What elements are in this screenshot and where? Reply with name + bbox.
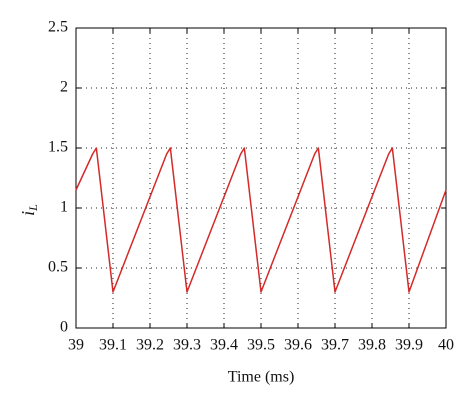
y-tick-label: 0 <box>60 319 68 336</box>
x-tick-label: 39.9 <box>395 337 423 354</box>
y-tick-label: 2 <box>60 79 68 96</box>
y-axis-label: iL <box>18 204 40 216</box>
x-tick-label: 40 <box>438 337 454 354</box>
data-line <box>75 147 447 293</box>
y-tick-label: 1.5 <box>48 139 68 156</box>
x-tick-label: 39.4 <box>210 337 238 354</box>
y-axis-label-main: i <box>18 211 38 216</box>
x-tick-label: 39.8 <box>358 337 386 354</box>
y-tick-label: 2.5 <box>48 19 68 36</box>
y-tick-label: 1 <box>60 199 68 216</box>
x-tick-label: 39.3 <box>173 337 201 354</box>
x-tick-label: 39.2 <box>136 337 164 354</box>
x-tick-label: 39 <box>68 337 84 354</box>
x-axis-label: Time (ms) <box>228 369 295 386</box>
x-tick-label: 39.5 <box>247 337 275 354</box>
y-tick-label: 0.5 <box>48 259 68 276</box>
plot-frame <box>75 27 447 329</box>
y-axis-label-sub: L <box>26 204 40 212</box>
x-tick-label: 39.1 <box>99 337 127 354</box>
x-tick-label: 39.7 <box>321 337 349 354</box>
x-tick-label: 39.6 <box>284 337 312 354</box>
